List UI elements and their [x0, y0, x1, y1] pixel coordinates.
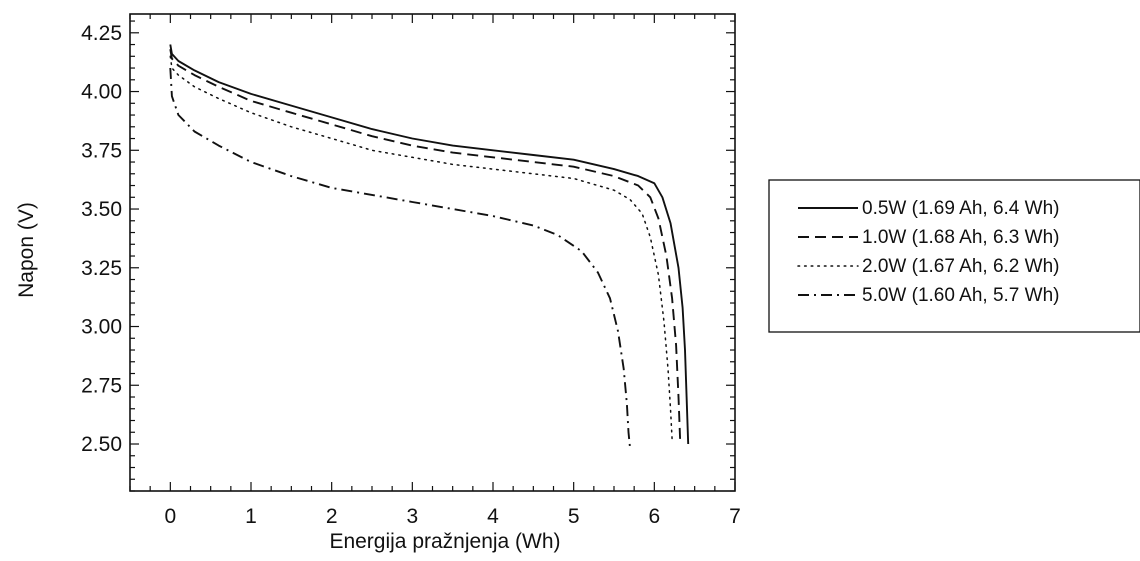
legend-label-1: 0.5W (1.69 Ah, 6.4 Wh)	[862, 198, 1059, 219]
series-lines	[169, 44, 690, 449]
x-tick-label: 6	[648, 505, 660, 528]
y-axis-title: Napon (V)	[15, 202, 38, 298]
x-tick-label: 5	[568, 505, 580, 528]
y-tick-label: 3.00	[81, 316, 122, 339]
legend-label-3: 2.0W (1.67 Ah, 6.2 Wh)	[862, 256, 1059, 277]
y-tick-label: 3.25	[81, 257, 122, 280]
y-tick-label: 4.00	[81, 81, 122, 104]
x-tick-label: 7	[729, 505, 741, 528]
x-tick-label: 0	[164, 505, 176, 528]
legend-box	[768, 179, 1140, 333]
y-tick-label: 3.50	[81, 198, 122, 221]
plot-frame	[129, 13, 736, 492]
y-tick-label: 2.50	[81, 433, 122, 456]
y-tick-label: 3.75	[81, 139, 122, 162]
legend-label-4: 5.0W (1.60 Ah, 5.7 Wh)	[862, 285, 1059, 306]
series-line-3	[169, 55, 673, 441]
x-axis-title: Energija pražnjenja (Wh)	[329, 530, 560, 553]
legend-items: 0.5W (1.69 Ah, 6.4 Wh) 1.0W (1.68 Ah, 6.3…	[797, 198, 1059, 306]
legend: 0.5W (1.69 Ah, 6.4 Wh) 1.0W (1.68 Ah, 6.3…	[768, 179, 1140, 333]
series-line-1	[169, 44, 690, 445]
y-tick-label: 4.25	[81, 22, 122, 45]
tick-marks	[129, 14, 736, 492]
x-tick-labels: 0 1 2 3 4 5 6 7	[164, 505, 740, 528]
x-tick-label: 1	[245, 505, 257, 528]
x-tick-label: 3	[406, 505, 418, 528]
y-tick-label: 2.75	[81, 374, 122, 397]
legend-label-2: 1.0W (1.68 Ah, 6.3 Wh)	[862, 227, 1059, 248]
series-line-2	[169, 49, 682, 440]
x-tick-label: 2	[326, 505, 338, 528]
series-line-4	[169, 67, 632, 449]
x-tick-label: 4	[487, 505, 499, 528]
y-tick-labels: 2.50 2.75 3.00 3.25 3.50 3.75 4.00 4.25	[81, 22, 122, 456]
